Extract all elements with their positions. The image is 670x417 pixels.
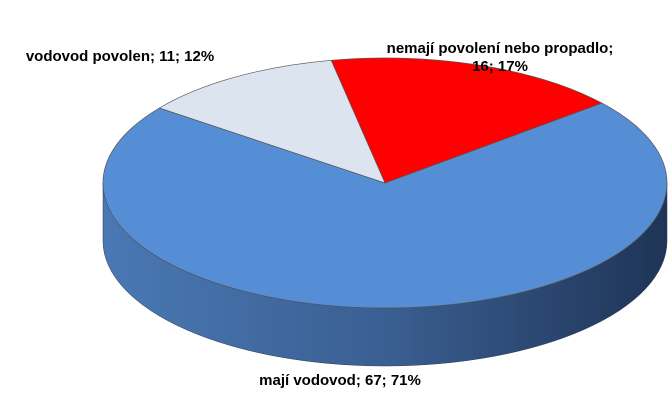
slice-label: nemají povolení nebo propadlo; 16; 17% — [386, 40, 614, 75]
slice-label: mají vodovod; 67; 71% — [259, 372, 421, 389]
slice — [330, 57, 603, 184]
slice — [158, 59, 386, 184]
slice — [102, 102, 668, 309]
slice-label: vodovod povolen; 11; 12% — [25, 48, 215, 65]
